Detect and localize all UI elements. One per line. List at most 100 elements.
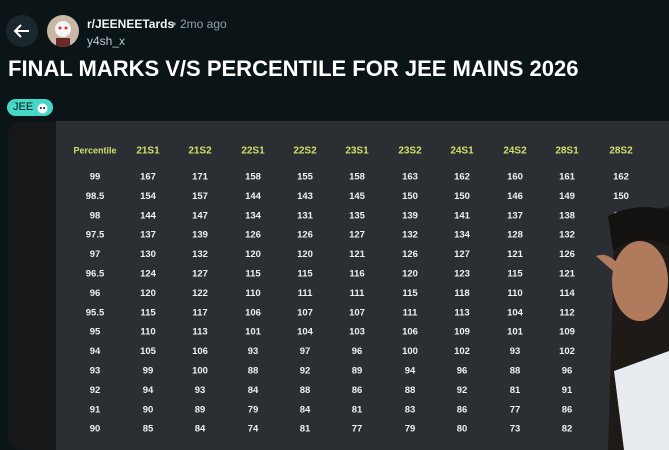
marks-cell: 111 [298,288,314,299]
back-icon [13,24,29,38]
marks-cell: 121 [507,249,524,260]
percentile-cell: 99 [90,172,101,183]
marks-cell: 120 [245,249,261,260]
marks-cell: 162 [454,172,470,183]
marks-cell: 96 [352,346,363,357]
marks-cell: 145 [349,191,366,202]
column-header: 22S1 [241,146,265,157]
person-face [612,241,668,321]
marks-cell: 115 [140,307,156,318]
flair-text: JEE [13,101,34,113]
marks-cell: 102 [454,346,470,357]
avatar-image [55,21,71,47]
marks-cell: 113 [192,327,207,338]
person-hand [596,254,620,271]
marks-cell: 154 [140,191,157,202]
column-header: 24S1 [450,146,474,157]
column-header: 23S2 [398,146,422,157]
percentile-cell: 98 [90,210,101,221]
author[interactable]: y4sh_x [87,34,126,48]
marks-cell: 111 [350,288,366,299]
marks-cell: 94 [405,366,416,377]
marks-cell: 102 [559,346,575,357]
marks-cell: 163 [402,172,418,183]
marks-cell: 92 [300,366,311,377]
marks-cell: 91 [562,385,573,396]
marks-cell: 86 [457,404,468,415]
marks-cell: 85 [143,424,154,435]
flair[interactable]: JEE [7,99,54,116]
percentile-cell: 96 [90,288,101,299]
marks-cell: 84 [300,404,311,415]
post-time: 2mo ago [180,17,227,31]
marks-cell: 114 [559,288,575,299]
marks-cell: 84 [195,424,206,435]
marks-cell: 137 [507,210,523,221]
marks-cell: 126 [245,230,261,241]
marks-cell: 132 [192,249,208,260]
marks-cell: 111 [403,307,419,318]
separator: • [172,17,177,31]
marks-cell: 155 [297,172,314,183]
marks-cell: 162 [613,172,629,183]
percentile-cell: 94 [90,346,101,357]
marks-cell: 81 [300,424,311,435]
marks-cell: 161 [559,172,576,183]
post-image[interactable]: Percentile 21S1 21S2 22S1 22S2 23S1 23S2 24S1 24… [8,121,669,450]
marks-cell: 110 [507,288,522,299]
subreddit-avatar[interactable] [47,15,79,47]
marks-cell: 88 [510,366,521,377]
marks-cell: 88 [405,385,416,396]
marks-cell: 127 [454,249,470,260]
marks-cell: 115 [507,269,523,280]
column-header: 21S1 [136,146,160,157]
percentile-cell: 95.5 [86,307,105,318]
marks-cell: 120 [297,249,313,260]
marks-cell: 126 [402,249,418,260]
marks-cell: 88 [248,366,259,377]
marks-cell: 110 [245,288,260,299]
marks-cell: 104 [297,327,314,338]
marks-cell: 79 [405,424,416,435]
marks-cell: 79 [248,404,259,415]
marks-cell: 97 [300,346,311,357]
marks-cell: 86 [352,385,363,396]
table-photo: Percentile 21S1 21S2 22S1 22S2 23S1 23S2 24S1 24… [8,121,669,450]
marks-cell: 86 [562,404,573,415]
column-header: 22S2 [293,146,317,157]
marks-cell: 130 [140,249,156,260]
marks-cell: 149 [559,191,575,202]
marks-cell: 115 [297,269,313,280]
marks-cell: 126 [559,249,575,260]
marks-cell: 92 [457,385,468,396]
marks-cell: 121 [349,249,366,260]
subreddit-name[interactable]: r/JEENEETards [87,17,175,31]
marks-cell: 127 [349,230,365,241]
column-header: 23S1 [345,146,369,157]
marks-cell: 132 [559,230,575,241]
column-header: 24S2 [503,146,527,157]
marks-cell: 74 [248,424,259,435]
marks-cell: 106 [245,307,261,318]
marks-cell: 144 [140,210,157,221]
marks-cell: 171 [192,172,209,183]
marks-cell: 122 [192,288,208,299]
back-button[interactable] [6,15,38,47]
marks-cell: 107 [349,307,365,318]
marks-cell: 80 [457,424,468,435]
marks-cell: 128 [507,230,523,241]
marks-cell: 82 [562,424,573,435]
marks-cell: 134 [454,230,471,241]
marks-cell: 88 [300,385,311,396]
marks-cell: 115 [402,288,418,299]
image-padding [8,121,56,450]
marks-cell: 118 [454,288,469,299]
marks-cell: 146 [507,191,523,202]
marks-cell: 99 [143,366,154,377]
marks-cell: 93 [195,385,206,396]
column-header: 28S2 [609,146,633,157]
marks-cell: 77 [510,404,521,415]
marks-cell: 93 [248,346,259,357]
marks-cell: 106 [192,346,208,357]
percentile-cell: 91 [90,404,101,415]
